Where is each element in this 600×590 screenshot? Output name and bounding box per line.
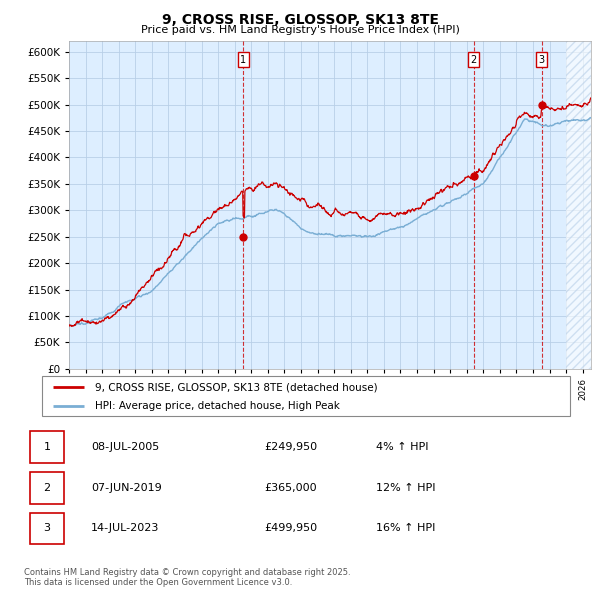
Text: 08-JUL-2005: 08-JUL-2005	[91, 442, 159, 452]
Text: 9, CROSS RISE, GLOSSOP, SK13 8TE (detached house): 9, CROSS RISE, GLOSSOP, SK13 8TE (detach…	[95, 382, 377, 392]
Text: 1: 1	[240, 55, 247, 65]
Text: 3: 3	[43, 523, 50, 533]
Text: £249,950: £249,950	[264, 442, 317, 452]
Text: 1: 1	[43, 442, 50, 452]
Text: Contains HM Land Registry data © Crown copyright and database right 2025.
This d: Contains HM Land Registry data © Crown c…	[24, 568, 350, 587]
FancyBboxPatch shape	[42, 376, 570, 416]
Text: Price paid vs. HM Land Registry's House Price Index (HPI): Price paid vs. HM Land Registry's House …	[140, 25, 460, 35]
Bar	[566, 41, 599, 369]
Text: 2: 2	[471, 55, 477, 65]
FancyBboxPatch shape	[29, 472, 64, 504]
Text: 16% ↑ HPI: 16% ↑ HPI	[376, 523, 435, 533]
Text: 2: 2	[43, 483, 50, 493]
Text: 14-JUL-2023: 14-JUL-2023	[91, 523, 160, 533]
Text: HPI: Average price, detached house, High Peak: HPI: Average price, detached house, High…	[95, 401, 340, 411]
Text: £365,000: £365,000	[264, 483, 317, 493]
Text: 9, CROSS RISE, GLOSSOP, SK13 8TE: 9, CROSS RISE, GLOSSOP, SK13 8TE	[161, 13, 439, 27]
FancyBboxPatch shape	[29, 431, 64, 463]
Text: 07-JUN-2019: 07-JUN-2019	[91, 483, 162, 493]
Text: 3: 3	[539, 55, 545, 65]
Text: 12% ↑ HPI: 12% ↑ HPI	[376, 483, 435, 493]
Text: 4% ↑ HPI: 4% ↑ HPI	[376, 442, 428, 452]
FancyBboxPatch shape	[29, 513, 64, 544]
Text: £499,950: £499,950	[264, 523, 317, 533]
